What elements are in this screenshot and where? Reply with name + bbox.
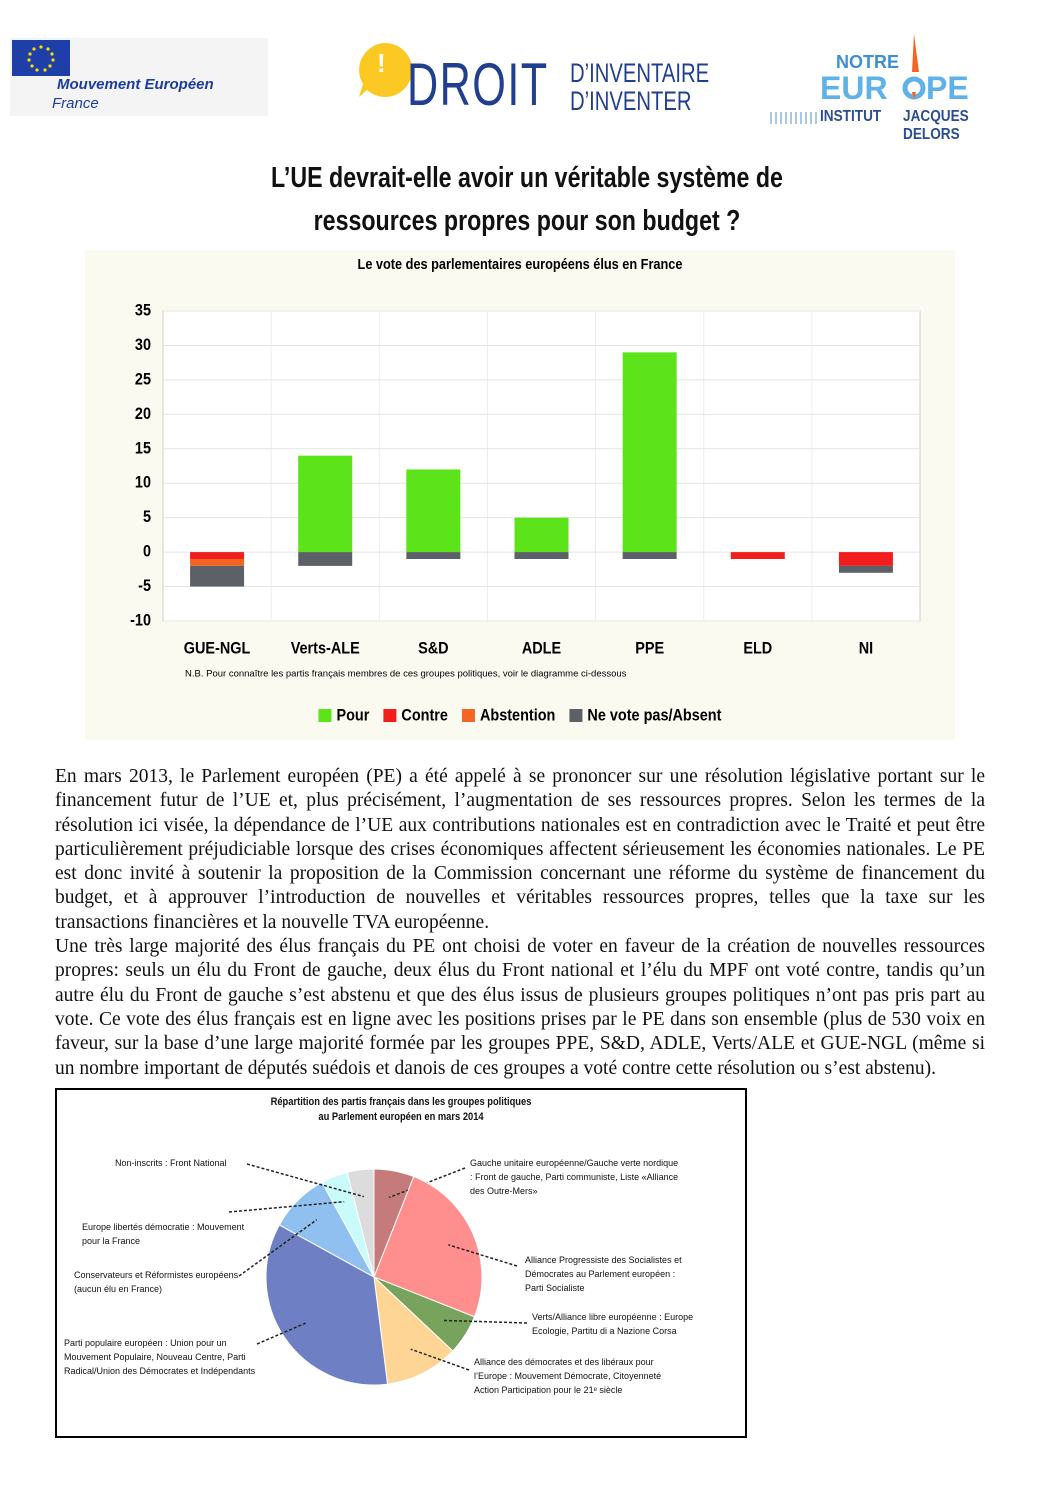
bar-chart: Le vote des parlementaires européens élu… [85, 250, 955, 740]
pie-title-line: Répartition des partis français dans les… [270, 1096, 532, 1108]
logo-delors: JACQUES DELORS [903, 108, 969, 143]
leader-line [238, 1219, 318, 1277]
legend-swatch [318, 709, 332, 722]
pie-label: Non-inscrits : Front National [115, 1158, 227, 1168]
pie-label: Gauche unitaire européenne/Gauche verte … [470, 1158, 679, 1196]
leader-line [256, 1321, 308, 1345]
legend-label: Ne vote pas/Absent [587, 706, 722, 724]
logo-top: NOTRE [836, 52, 899, 72]
bubble-icon [359, 42, 413, 97]
compass [902, 34, 926, 100]
paragraph: En mars 2013, le Parlement européen (PE)… [55, 766, 985, 933]
y-tick-label: 20 [135, 405, 151, 423]
leader-line [410, 1348, 470, 1371]
pie-slice [346, 1168, 375, 1278]
leader-line [442, 1319, 528, 1324]
y-tick-label: 5 [143, 508, 151, 526]
leader-line [448, 1244, 518, 1267]
logo-line2: D’INVENTER [570, 86, 692, 116]
stripes [770, 112, 818, 124]
bar-segment [190, 559, 245, 566]
legend-label: Abstention [480, 706, 555, 724]
logo-name: Mouvement Européen [57, 76, 214, 93]
x-tick-label: NI [859, 639, 873, 657]
pie-label: Alliance des démocrates et des libéraux … [474, 1357, 662, 1395]
pie-label: Europe libertés démocratie : Mouvement p… [82, 1222, 245, 1246]
pie-chart [228, 1163, 528, 1386]
bar-segment [838, 565, 893, 573]
pie-slice [373, 1275, 454, 1385]
pie-label: Parti populaire européen : Union pour un… [64, 1338, 256, 1376]
logo-word: DROIT [407, 51, 549, 118]
x-tick-label: Verts-ALE [291, 639, 360, 657]
y-tick-label: 30 [135, 336, 151, 354]
bar-segment [514, 552, 569, 559]
leader-line [246, 1163, 365, 1198]
logo-right: PE [926, 70, 969, 106]
y-tick-label: 0 [143, 543, 151, 561]
legend-label: Contre [401, 706, 448, 724]
pie-slice [373, 1175, 483, 1318]
bar-segment [298, 552, 353, 566]
bar-segment [730, 552, 785, 559]
logo-droit: ! DROIT D’INVENTAIRE D’INVENTER [355, 38, 730, 118]
logo-mouvement-europeen: Mouvement Européen France [10, 38, 268, 116]
bar-segment [514, 517, 569, 553]
pie-box: Répartition des partis français dans les… [55, 1088, 747, 1438]
pie-title-line: au Parlement européen en mars 2014 [318, 1111, 484, 1123]
x-tick-label: ADLE [522, 639, 561, 657]
logo-country: France [52, 95, 99, 112]
logo-notre-europe: NOTRE EUR PE INSTITUT JACQUES DELORS [770, 30, 1030, 143]
x-tick-label: ELD [743, 639, 772, 657]
y-tick-label: 10 [135, 474, 151, 492]
bar-segment [622, 352, 677, 553]
paragraph: Une très large majorité des élus françai… [55, 936, 985, 1079]
chart-note: N.B. Pour connaître les partis français … [185, 669, 627, 680]
y-tick-label: 35 [135, 301, 151, 319]
title-line: L’UE devrait-elle avoir un véritable sys… [271, 162, 783, 194]
body-text: Répartition des partis français dans les… [55, 765, 985, 1438]
chart-title: Le vote des parlementaires européens élu… [358, 255, 683, 272]
bar-segment [298, 455, 353, 553]
bubble-text: ! [377, 48, 386, 78]
bar-segment [406, 469, 461, 553]
logo-line1: D’INVENTAIRE [570, 58, 710, 88]
bar-segment [190, 552, 245, 559]
bar-segment [622, 552, 677, 559]
pie-slice [265, 1224, 389, 1386]
logo-left: EUR [820, 70, 888, 106]
bar-segment [406, 552, 461, 559]
x-tick-label: PPE [635, 639, 664, 657]
legend-swatch [461, 709, 475, 722]
plot-area [162, 310, 921, 622]
legend-swatch [569, 709, 583, 722]
y-tick-label: 15 [135, 439, 151, 457]
pie-title: Répartition des partis français dans les… [109, 1095, 694, 1125]
y-tick-label: -5 [138, 577, 151, 595]
legend-label: Pour [336, 706, 369, 724]
x-tick-label: GUE-NGL [184, 639, 251, 657]
pie-label: Alliance Progressiste des Socialistes et… [525, 1255, 682, 1293]
y-tick-label: -10 [130, 611, 151, 629]
title-line: ressources propres pour son budget ? [313, 205, 741, 237]
leader-line [228, 1200, 345, 1213]
pie-label: Conservateurs et Réformistes européens (… [74, 1270, 239, 1294]
legend-swatch [383, 709, 397, 722]
eu-flag [12, 40, 70, 76]
bar-segment [190, 565, 245, 587]
pie-label: Verts/Alliance libre européenne : Europe… [532, 1312, 694, 1336]
logo-institut: INSTITUT [820, 108, 882, 125]
x-tick-label: S&D [418, 639, 448, 657]
y-tick-label: 25 [135, 370, 151, 388]
bar-segment [838, 552, 893, 566]
